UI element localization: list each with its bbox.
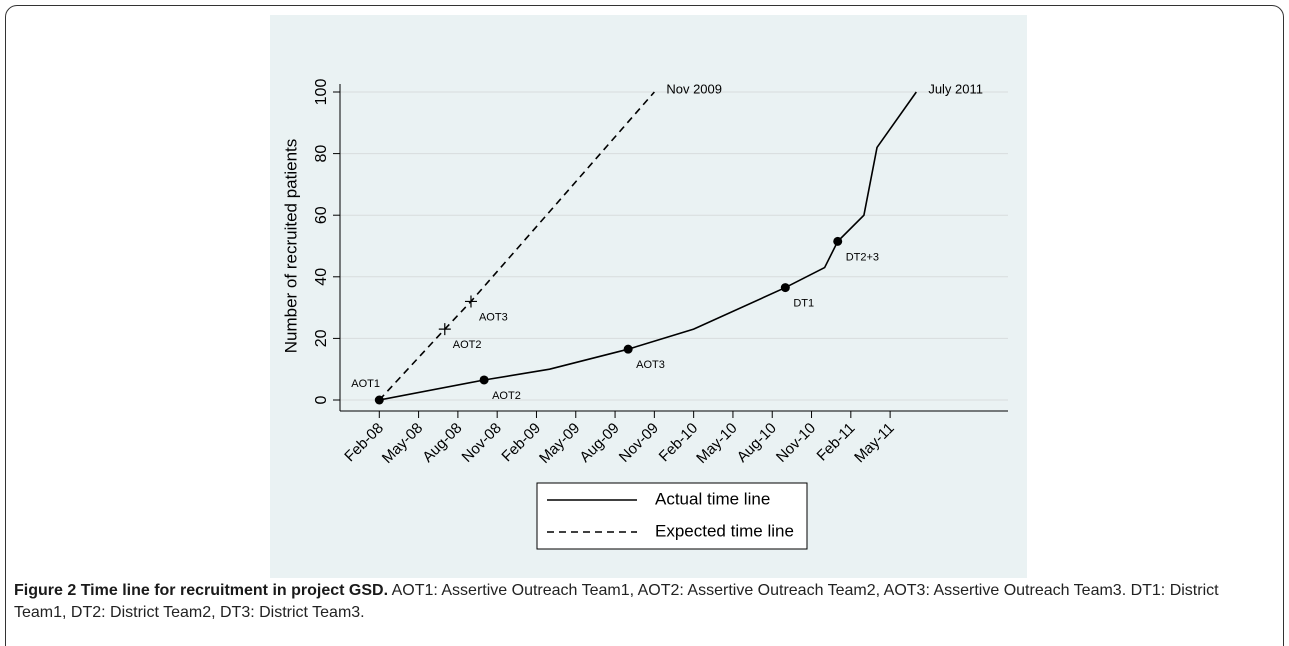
point-marker [464,295,477,308]
point-label: AOT2 [492,390,521,402]
point-label: AOT1 [351,378,380,390]
point-label: AOT3 [636,359,665,371]
point-label: AOT2 [453,339,482,351]
point-marker [479,375,489,385]
y-tick-label: 100 [313,79,330,106]
series-line [378,91,655,401]
point-label: DT1 [793,297,814,309]
caption-text: AOT1: Assertive Outreach Team1, AOT2: As… [14,582,1219,621]
point-label: AOT3 [479,311,508,323]
legend-box [536,482,808,550]
caption: Figure 2 Time line for recruitment in pr… [14,580,1264,624]
y-tick-label: 20 [313,329,330,347]
caption-title: Time line for recruitment in project GSD… [80,582,389,599]
legend-label: Expected time line [655,521,794,540]
point-label: July 2011 [928,81,983,96]
y-tick-label: 60 [313,206,330,224]
caption-label: Figure 2 [14,582,77,599]
point-marker [780,283,790,293]
y-axis-title: Number of recruited patients [281,139,300,354]
y-tick-label: 40 [313,268,330,286]
point-label: DT2+3 [846,251,879,263]
point-marker [623,344,633,354]
y-tick-label: 0 [313,395,330,404]
y-tick-label: 80 [313,145,330,163]
legend-label: Actual time line [655,489,770,508]
point-marker [438,323,451,336]
figure-frame [5,5,1284,646]
point-marker [833,236,843,246]
point-label: Nov 2009 [666,81,722,96]
